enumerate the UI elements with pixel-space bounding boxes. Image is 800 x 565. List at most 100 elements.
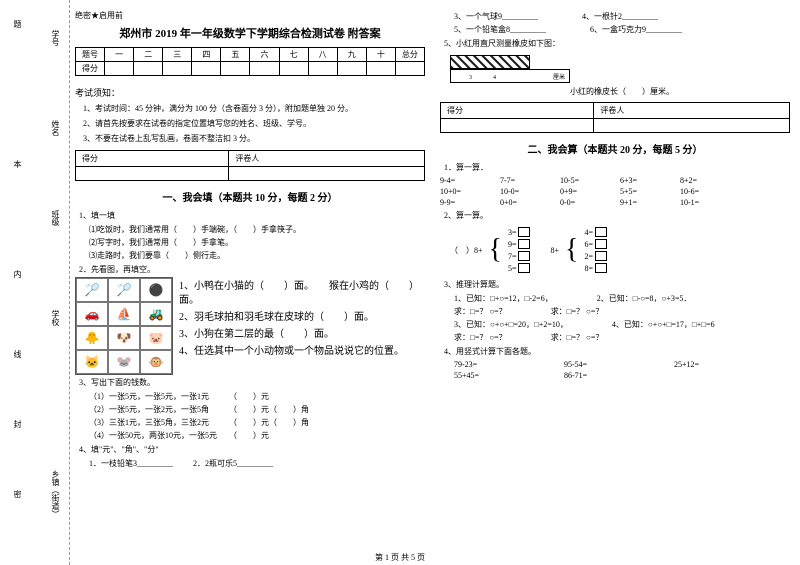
calc-item: 8+2= bbox=[680, 176, 740, 185]
vertical-calc-item: 79-23= bbox=[454, 360, 564, 369]
s2-q4: 4、用竖式计算下面各题。 bbox=[444, 346, 790, 357]
page-footer: 第 1 页 共 5 页 bbox=[0, 552, 800, 563]
ruler-image: 3 4 厘米 bbox=[450, 55, 570, 83]
vertical-calc-item: 25+12= bbox=[674, 360, 784, 369]
section2-title: 二、我会算（本题共 20 分，每题 5 分） bbox=[440, 141, 790, 156]
ruler-mark: 4 bbox=[493, 75, 496, 81]
bracket-label: （ ）8+ bbox=[450, 245, 483, 256]
binding-mark: 封 bbox=[12, 420, 23, 428]
score-table: 题号一二三四五六七八九十总分 得分 bbox=[75, 47, 425, 76]
q3-left: 求：□=？ ○=？ bbox=[454, 332, 507, 343]
bracket-item: 3= bbox=[508, 227, 531, 237]
right-column: 3、一个气球9_________ 4、一根针2_________ 5、一个铅笔盒… bbox=[440, 10, 790, 555]
scorebox-score: 得分 bbox=[76, 151, 229, 167]
calc-grid: 9-4=7-7=10-5=6+3=8+2= 10+0=10-0=0+9=5+5=1… bbox=[440, 175, 790, 208]
marker-scorebox: 得分评卷人 bbox=[75, 150, 425, 181]
s1-q1-item: ⑴吃饭时，我们通常用（ ）手端碗，（ ）手拿筷子。 bbox=[89, 224, 425, 235]
calc-item: 10-6= bbox=[680, 187, 740, 196]
q3-right: 2、已知：□-○=8，○+3=5． bbox=[597, 293, 692, 304]
binding-label-name: 姓名 bbox=[50, 120, 61, 136]
s1-q2: 2．先看图，再填空。 bbox=[79, 264, 425, 275]
s2-q2: 2、算一算。 bbox=[444, 210, 790, 221]
notice-title: 考试须知： bbox=[75, 86, 425, 99]
calc-item: 0+9= bbox=[560, 187, 620, 196]
bracket-item: 7= bbox=[508, 251, 531, 261]
ruler-mark: 3 bbox=[469, 75, 472, 81]
binding-mark: 密 bbox=[12, 490, 23, 498]
calc-item: 0+0= bbox=[500, 198, 560, 207]
q3-right: 4、已知：○+○+□=17，□+□=6 bbox=[612, 319, 715, 330]
rt-item: 5、一个铅笔盒8_________ bbox=[454, 24, 546, 35]
bracket-item: 6= bbox=[584, 239, 607, 249]
bracket-group-right: 8+ { 4=6=2=8= bbox=[550, 227, 606, 273]
rt-item: 3、一个气球9_________ bbox=[454, 11, 538, 22]
ruler-caption: 小红的橡皮长（ ）厘米。 bbox=[454, 86, 790, 97]
rt-item: 4、一根针2_________ bbox=[582, 11, 658, 22]
notice-item: 1、考试时间：45 分钟，满分为 100 分（含卷面分 3 分），附加题单独 2… bbox=[83, 103, 425, 114]
s1-q2-line: 4、任选其中一个小动物或一个物品说说它的位置。 bbox=[179, 345, 425, 359]
binding-mark: 题 bbox=[12, 20, 23, 28]
s1-q3: 3、写出下面的钱数。 bbox=[79, 377, 425, 388]
binding-label-id: 学号 bbox=[50, 30, 61, 46]
scorebox-marker: 评卷人 bbox=[229, 151, 425, 167]
binding-label-school: 学校 bbox=[50, 310, 61, 326]
scorebox-score: 得分 bbox=[441, 103, 594, 119]
notice-item: 3、不要在试卷上乱写乱画，卷面不整洁扣 3 分。 bbox=[83, 133, 425, 144]
s1-q2-line: 3、小狗在第二层的最（ ）面。 bbox=[179, 328, 425, 342]
ruler-unit: 厘米 bbox=[553, 72, 565, 81]
s1-q3-item: （3）三张1元，三张5角，三张2元 （ ）元（ ）角 bbox=[89, 417, 425, 428]
marker-scorebox: 得分评卷人 bbox=[440, 102, 790, 133]
q3-right: 求：□=？ ○=？ bbox=[551, 332, 604, 343]
q3-right: 求：□=？ ○=？ bbox=[551, 306, 604, 317]
s1-q4: 4、填"元"、"角"、"分" bbox=[79, 444, 425, 455]
s1-q4-item: 2．2瓶可乐5_________ bbox=[193, 458, 273, 469]
vertical-calc-item: 86-71= bbox=[564, 371, 674, 380]
notice-item: 2、请首先按要求在试卷的指定位置填写您的姓名、班级、学号。 bbox=[83, 118, 425, 129]
binding-label-class: 班级 bbox=[50, 210, 61, 226]
bracket-item: 4= bbox=[584, 227, 607, 237]
s1-q2-text: 1、小鸭在小猫的（ ）面。 猴在小鸡的（ ）面。 2、羽毛球拍和羽毛球在皮球的（… bbox=[179, 277, 425, 362]
bracket-item: 8= bbox=[584, 263, 607, 273]
calc-item: 7-7= bbox=[500, 176, 560, 185]
s2-q3: 3、推理计算题。 bbox=[444, 279, 790, 290]
binding-mark: 本 bbox=[12, 160, 23, 168]
rt-item: 6、一盒巧克力9_________ bbox=[590, 24, 682, 35]
vertical-calc-item: 95-54= bbox=[564, 360, 674, 369]
bracket-item: 5= bbox=[508, 263, 531, 273]
s2-q1: 1．算一算． bbox=[444, 162, 790, 173]
secret-label: 绝密★启用前 bbox=[75, 10, 425, 21]
s1-q1: 1、填一填 bbox=[79, 210, 425, 221]
left-column: 绝密★启用前 郑州市 2019 年一年级数学下学期综合检测试卷 附答案 题号一二… bbox=[75, 10, 425, 555]
calc-item: 10+0= bbox=[440, 187, 500, 196]
vertical-calc-item: 55+45= bbox=[454, 371, 564, 380]
calc-item: 10-5= bbox=[560, 176, 620, 185]
calc-item: 9-4= bbox=[440, 176, 500, 185]
s1-q3-item: （1）一张5元，一张5元，一张1元 （ ）元 bbox=[89, 391, 425, 402]
rt-q5: 5、小红用直尺测量橡皮如下图： bbox=[444, 38, 790, 49]
exam-title: 郑州市 2019 年一年级数学下学期综合检测试卷 附答案 bbox=[75, 25, 425, 41]
section1-title: 一、我会填（本题共 10 分，每题 2 分） bbox=[75, 189, 425, 204]
scorebox-marker: 评卷人 bbox=[594, 103, 790, 119]
s1-q2-line: 2、羽毛球拍和羽毛球在皮球的（ ）面。 bbox=[179, 311, 425, 325]
s1-q2-line: 1、小鸭在小猫的（ ）面。 猴在小鸡的（ ）面。 bbox=[179, 280, 425, 308]
page-content: 绝密★启用前 郑州市 2019 年一年级数学下学期综合检测试卷 附答案 题号一二… bbox=[75, 10, 795, 555]
calc-item: 0-0= bbox=[560, 198, 620, 207]
binding-mark: 内 bbox=[12, 270, 23, 278]
animal-grid-image: 🏸🏸⚫ 🚗⛵🚜 🐥🐶🐷 🐱🐭🐵 bbox=[75, 277, 173, 375]
calc-item: 10-1= bbox=[680, 198, 740, 207]
bracket-item: 9= bbox=[508, 239, 531, 249]
s1-q1-item: ⑶走路时，我们要靠（ ）侧行走。 bbox=[89, 250, 425, 261]
calc-item: 9-9= bbox=[440, 198, 500, 207]
binding-mark: 线 bbox=[12, 350, 23, 358]
calc-item: 10-0= bbox=[500, 187, 560, 196]
binding-label-town: 乡镇（街道） bbox=[50, 470, 61, 518]
calc-item: 6+3= bbox=[620, 176, 680, 185]
bracket-item: 2= bbox=[584, 251, 607, 261]
bracket-label: 8+ bbox=[550, 246, 559, 255]
s1-q1-item: ⑵写字时，我们通常用（ ）手拿笔。 bbox=[89, 237, 425, 248]
bracket-group-left: （ ）8+ { 3=9=7=5= bbox=[450, 227, 530, 273]
s1-q3-item: （2）一张5元，一张2元，一张5角 （ ）元（ ）角 bbox=[89, 404, 425, 415]
q3-left: 1、已知：□+○=12，□-2=6， bbox=[454, 293, 553, 304]
q3-left: 3、已知：○+○+□=20，□+2=10， bbox=[454, 319, 568, 330]
calc-item: 5+5= bbox=[620, 187, 680, 196]
